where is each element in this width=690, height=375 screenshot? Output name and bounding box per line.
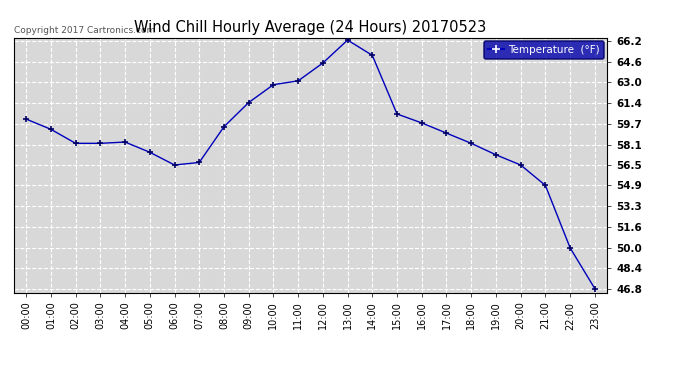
Text: Copyright 2017 Cartronics.com: Copyright 2017 Cartronics.com bbox=[14, 26, 155, 35]
Title: Wind Chill Hourly Average (24 Hours) 20170523: Wind Chill Hourly Average (24 Hours) 201… bbox=[135, 20, 486, 35]
Legend: Temperature  (°F): Temperature (°F) bbox=[484, 40, 604, 59]
